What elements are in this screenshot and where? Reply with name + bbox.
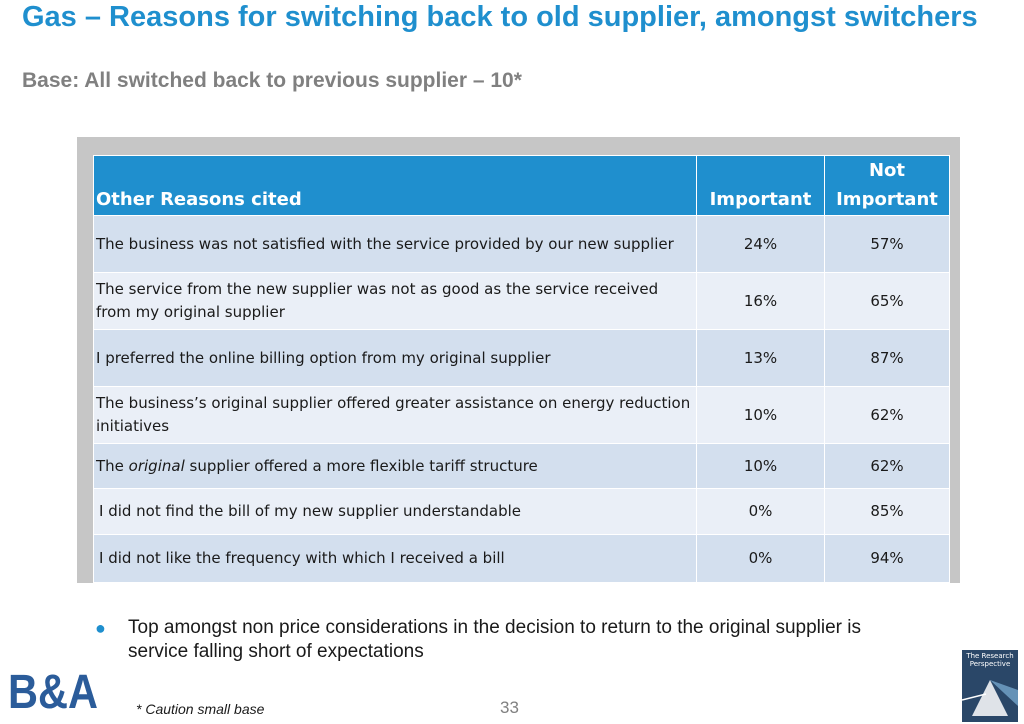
bullet-text: Top amongst non price considerations in … xyxy=(128,617,861,662)
header-not-important-line1: Not xyxy=(868,160,906,181)
reason-cell: The original supplier offered a more fle… xyxy=(93,443,697,489)
bullet-dot-icon: ● xyxy=(95,618,106,638)
important-value: 10% xyxy=(696,386,825,444)
page-number: 33 xyxy=(500,698,519,717)
not-important-value: 62% xyxy=(824,386,950,444)
table-row: The business was not satisfied with the … xyxy=(93,215,950,273)
reason-emphasis: original xyxy=(128,456,185,475)
not-important-value: 94% xyxy=(824,534,950,583)
not-important-value: 85% xyxy=(824,488,950,535)
reason-prefix: The xyxy=(96,456,129,475)
rp-logo-text: The Research Perspective xyxy=(966,652,1014,668)
table-frame: Other Reasons cited Important Not Import… xyxy=(77,137,960,583)
reason-cell: The service from the new supplier was no… xyxy=(93,272,697,330)
table-row: I did not find the bill of my new suppli… xyxy=(93,488,950,535)
important-value: 13% xyxy=(696,329,825,387)
important-value: 24% xyxy=(696,215,825,273)
important-value: 0% xyxy=(696,488,825,535)
reason-cell: I did not find the bill of my new suppli… xyxy=(93,488,697,535)
header-not-important-line2: Important xyxy=(836,189,938,210)
table-row: The service from the new supplier was no… xyxy=(93,272,950,330)
reason-suffix: supplier offered a more flexible tariff … xyxy=(184,456,538,475)
reason-cell: I preferred the online billing option fr… xyxy=(93,329,697,387)
reason-cell: The business was not satisfied with the … xyxy=(93,215,697,273)
important-value: 10% xyxy=(696,443,825,489)
table-row: The business’s original supplier offered… xyxy=(93,386,950,444)
reasons-table: Other Reasons cited Important Not Import… xyxy=(93,155,950,583)
reason-cell: The business’s original supplier offered… xyxy=(93,386,697,444)
important-value: 16% xyxy=(696,272,825,330)
not-important-value: 87% xyxy=(824,329,950,387)
table-row: I preferred the online billing option fr… xyxy=(93,329,950,387)
not-important-value: 57% xyxy=(824,215,950,273)
not-important-value: 62% xyxy=(824,443,950,489)
important-value: 0% xyxy=(696,534,825,583)
header-not-important: Not Important xyxy=(824,155,950,216)
reason-cell: I did not like the frequency with which … xyxy=(93,534,697,583)
header-important: Important xyxy=(696,155,825,216)
table-container: Other Reasons cited Important Not Import… xyxy=(93,155,950,583)
research-perspective-logo: The Research Perspective xyxy=(962,650,1018,722)
table-header-row: Other Reasons cited Important Not Import… xyxy=(93,155,950,216)
page-title: Gas – Reasons for switching back to old … xyxy=(22,1,978,33)
not-important-value: 65% xyxy=(824,272,950,330)
ba-logo-text: B&A xyxy=(8,666,98,714)
table-row: I did not like the frequency with which … xyxy=(93,534,950,583)
prism-icon xyxy=(962,680,1018,716)
ba-logo: B&A xyxy=(8,666,98,714)
page-subtitle: Base: All switched back to previous supp… xyxy=(22,69,522,92)
header-reasons: Other Reasons cited xyxy=(93,155,697,216)
table-row: The original supplier offered a more fle… xyxy=(93,443,950,489)
caution-note: * Caution small base xyxy=(136,701,265,717)
